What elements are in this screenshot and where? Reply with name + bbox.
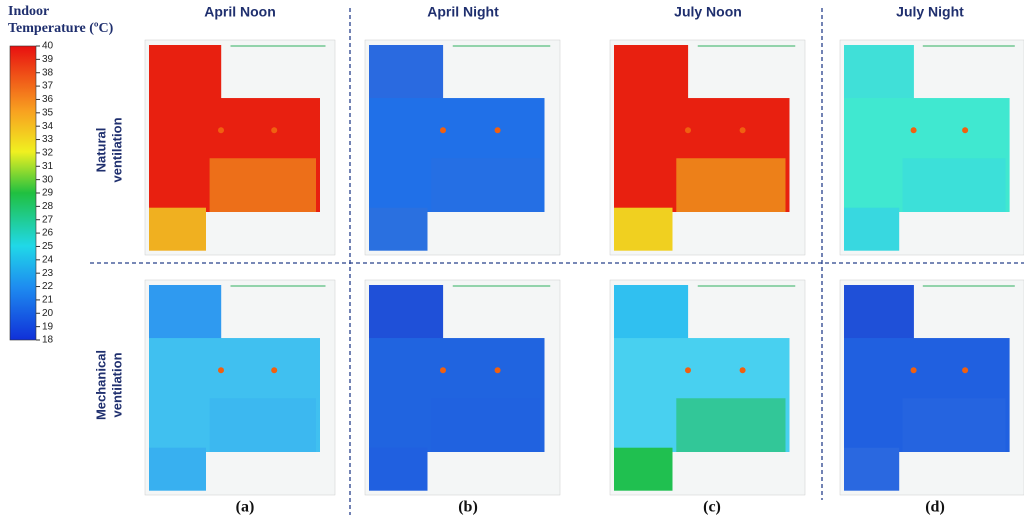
heatmap-panel xyxy=(840,280,1024,495)
panel-label: (d) xyxy=(925,499,945,516)
heatmap-region xyxy=(271,367,277,373)
tick-label: 39 xyxy=(42,54,54,65)
tick-label: 40 xyxy=(42,41,54,52)
heatmap-region xyxy=(685,127,691,133)
row-label: Natural xyxy=(93,128,108,173)
heatmap-region xyxy=(210,158,316,212)
tick-label: 36 xyxy=(42,94,54,105)
tick-label: 18 xyxy=(42,335,54,346)
heatmap-region xyxy=(614,448,673,491)
heatmap-region xyxy=(676,158,785,212)
heatmap-panel xyxy=(145,40,335,255)
heatmap-region xyxy=(149,448,206,491)
tick-label: 29 xyxy=(42,188,54,199)
heatmap-panel xyxy=(840,40,1024,255)
panel-label: (c) xyxy=(703,499,721,516)
panel-label: (b) xyxy=(458,499,478,516)
heatmap-region xyxy=(431,398,540,452)
figure: Indoor Temperature (ºC) April Noon April… xyxy=(0,0,1024,522)
tick-label: 30 xyxy=(42,174,54,185)
heatmap-region xyxy=(369,448,428,491)
row-label: ventilation xyxy=(109,352,124,417)
tick-label: 33 xyxy=(42,134,54,145)
tick-label: 27 xyxy=(42,214,54,225)
heatmap-region xyxy=(962,127,968,133)
tick-label: 38 xyxy=(42,67,54,78)
heatmap-region xyxy=(911,367,917,373)
tick-label: 34 xyxy=(42,121,54,132)
heatmap-region xyxy=(431,158,540,212)
column-heading: July Noon xyxy=(674,4,742,20)
tick-label: 19 xyxy=(42,321,54,332)
row-label: ventilation xyxy=(109,117,124,182)
heatmap-region xyxy=(676,398,785,452)
heatmap-region xyxy=(844,448,899,491)
heatmap-region xyxy=(149,208,206,251)
legend-title: Temperature (ºC) xyxy=(8,21,114,36)
heatmap-region xyxy=(495,367,501,373)
tick-label: 32 xyxy=(42,148,54,159)
tick-label: 24 xyxy=(42,254,54,265)
heatmap-region xyxy=(685,367,691,373)
heatmap-region xyxy=(962,367,968,373)
heatmap-panel xyxy=(365,280,560,495)
heatmap-region xyxy=(271,127,277,133)
heatmap-region xyxy=(210,398,316,452)
heatmap-panel xyxy=(610,280,805,495)
column-heading: April Noon xyxy=(204,4,276,20)
column-heading: April Night xyxy=(427,4,499,20)
legend-title: Indoor xyxy=(8,4,49,19)
tick-label: 20 xyxy=(42,308,54,319)
heatmap-region xyxy=(218,127,224,133)
heatmap-panel xyxy=(145,280,335,495)
tick-label: 31 xyxy=(42,161,54,172)
heatmap-region xyxy=(911,127,917,133)
heatmap-region xyxy=(218,367,224,373)
heatmap-region xyxy=(614,208,673,251)
heatmap-region xyxy=(740,367,746,373)
heatmap-region xyxy=(844,208,899,251)
colorbar xyxy=(10,46,36,340)
tick-label: 35 xyxy=(42,107,54,118)
tick-label: 37 xyxy=(42,81,54,92)
tick-label: 22 xyxy=(42,281,54,292)
heatmap-region xyxy=(740,127,746,133)
heatmap-region xyxy=(440,127,446,133)
tick-label: 28 xyxy=(42,201,54,212)
heatmap-region xyxy=(369,208,428,251)
heatmap-region xyxy=(495,127,501,133)
tick-label: 26 xyxy=(42,228,54,239)
heatmap-region xyxy=(903,158,1006,212)
panel-label: (a) xyxy=(236,499,255,516)
heatmap-region xyxy=(440,367,446,373)
tick-label: 23 xyxy=(42,268,54,279)
heatmap-panel xyxy=(365,40,560,255)
tick-label: 21 xyxy=(42,295,54,306)
tick-label: 25 xyxy=(42,241,54,252)
column-heading: July Night xyxy=(896,4,964,20)
heatmap-panel xyxy=(610,40,805,255)
row-label: Mechanical xyxy=(93,350,108,420)
heatmap-region xyxy=(903,398,1006,452)
